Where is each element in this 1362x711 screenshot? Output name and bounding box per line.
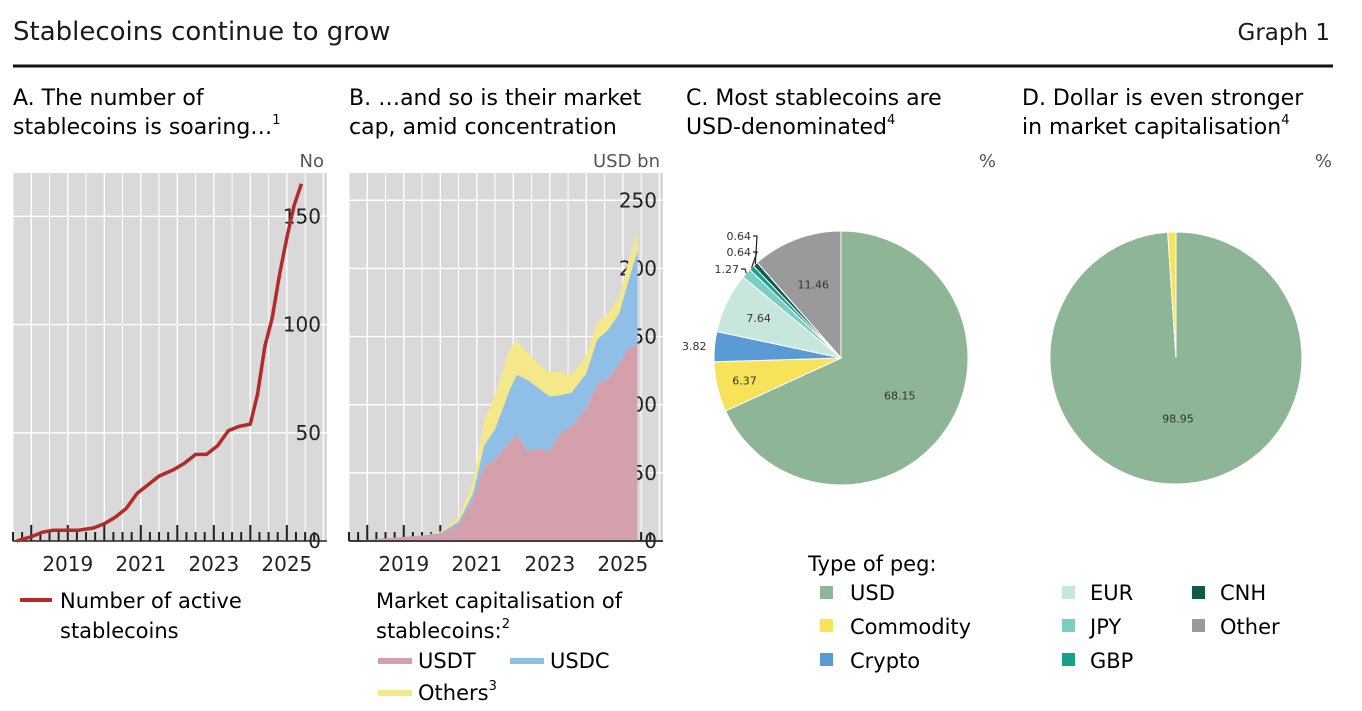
panel-a-x-tick-label: 2023: [188, 552, 239, 576]
legend-usdc-swatch: [510, 658, 544, 664]
panel-a-plot: 0501001502019202120232025: [12, 173, 327, 576]
panel-d-unit: %: [1315, 151, 1332, 172]
pie-slice-usd: [724, 230, 969, 486]
panel-a-y-tick-label: 50: [296, 421, 321, 445]
legend-others-label: Others3: [418, 679, 497, 705]
legend-eur-swatch: [1062, 586, 1075, 599]
legend-usd-label: USD: [850, 581, 895, 605]
panel-c-pie: 68.15 6.37 3.82 7.64 1.27 0.64 0.64 11.46: [682, 230, 969, 486]
panel-a-x-tick-label: 2019: [42, 552, 93, 576]
panel-c-title-sup: 4: [887, 113, 895, 128]
panel-b-unit: USD bn: [593, 151, 660, 172]
legend-b-heading-line2: stablecoins:2: [376, 617, 510, 643]
legend-gbp-swatch: [1062, 653, 1075, 666]
legend-crypto-label: Crypto: [850, 649, 920, 673]
legend-jpy-label: JPY: [1088, 615, 1121, 639]
legend-cnh-swatch: [1192, 586, 1205, 599]
panel-c-title-line1: C. Most stablecoins are: [686, 86, 942, 111]
panel-b-plot: 0501001502002502019202120232025: [348, 173, 663, 576]
pie-slice-value-label: 0.64: [727, 230, 752, 243]
panel-b-x-tick-label: 2019: [378, 552, 429, 576]
pie-slice-commodity: [1167, 231, 1177, 359]
legend-crypto-swatch: [820, 653, 833, 666]
legend-jpy-swatch: [1062, 619, 1075, 632]
legend-usdc-label: USDC: [550, 649, 610, 673]
area-series-usdc: [352, 250, 638, 541]
panel-a-x-tick-label: 2025: [261, 552, 312, 576]
legend-commodity-label: Commodity: [850, 615, 971, 639]
legend-usd-swatch: [820, 586, 833, 599]
legend-other-swatch: [1192, 619, 1205, 632]
graph-label: Graph 1: [1238, 20, 1331, 46]
panel-a-title-line1: A. The number of: [13, 86, 205, 111]
panel-a-y-tick-label: 100: [283, 313, 321, 337]
pie-slice-other: [756, 230, 842, 360]
legend-others-label-text: Others: [418, 681, 489, 705]
panel-c-title-line2-text: USD-denominated: [686, 115, 887, 140]
panel-d-title-line1: D. Dollar is even stronger: [1022, 86, 1304, 111]
legend-usdt-swatch: [378, 658, 412, 664]
pie-slice-value-label: 1.27: [715, 263, 740, 276]
panel-a-title-line2: stablecoins is soaring…1: [13, 113, 281, 140]
legend-other-label: Other: [1220, 615, 1280, 639]
pie-slice-value-label: 7.64: [746, 312, 771, 325]
legend-cnh-label: CNH: [1220, 581, 1266, 605]
legend-b-heading-sup: 2: [502, 617, 510, 632]
pie-slice-value-label: 3.82: [682, 340, 707, 353]
pie-slice-value-label: 98.95: [1162, 412, 1194, 425]
pie-slice-value-label: 0.64: [727, 246, 752, 259]
pie-leader-line: [753, 235, 758, 265]
panel-d-pie: 98.95: [1049, 231, 1303, 485]
panel-c-unit: %: [979, 151, 996, 172]
pie-slice-value-label: 6.37: [732, 375, 757, 388]
panel-b-x-tick-label: 2025: [597, 552, 648, 576]
panel-b-y-tick-label: 250: [619, 188, 657, 212]
legend-usdt-label: USDT: [418, 649, 476, 673]
panel-a-title-line2-text: stablecoins is soaring…: [13, 115, 272, 140]
pie-slice-value-label: 11.46: [798, 278, 830, 291]
panel-b-x-tick-label: 2023: [524, 552, 575, 576]
legend-a-label-line1: Number of active: [60, 589, 242, 613]
area-series-usdt: [352, 343, 638, 541]
pie-leader-line: [751, 251, 758, 268]
panel-d-title-sup: 4: [1281, 113, 1289, 128]
legend-others-swatch: [378, 690, 412, 696]
legend-b-heading-line1: Market capitalisation of: [376, 589, 623, 613]
pie-leader-line: [741, 268, 747, 274]
panel-a-title-sup: 1: [272, 113, 280, 128]
legend-eur-label: EUR: [1090, 581, 1133, 605]
legend-others-sup: 3: [489, 679, 497, 694]
legend-b-heading-line2-text: stablecoins:: [376, 619, 502, 643]
series-line-active-stablecoins: [16, 183, 304, 543]
panel-b-title-line2: cap, amid concentration: [349, 115, 617, 140]
legend-peg-heading: Type of peg:: [807, 552, 936, 576]
panel-d-title-line2-text: in market capitalisation: [1022, 115, 1281, 140]
pie-slice-value-label: 68.15: [884, 390, 916, 403]
panel-a-unit: No: [300, 151, 324, 172]
legend-commodity-swatch: [820, 619, 833, 632]
panel-d-title-line2: in market capitalisation4: [1022, 113, 1289, 140]
panel-b-title-line1: B. …and so is their market: [349, 86, 642, 111]
panel-a-x-tick-label: 2021: [115, 552, 166, 576]
panel-a-plot-background: [13, 173, 327, 541]
legend-gbp-label: GBP: [1090, 649, 1133, 673]
panel-c-title-line2: USD-denominated4: [686, 113, 895, 140]
figure-title: Stablecoins continue to grow: [13, 17, 391, 47]
legend-a-label-line2: stablecoins: [60, 619, 179, 643]
panel-b-x-tick-label: 2021: [451, 552, 502, 576]
